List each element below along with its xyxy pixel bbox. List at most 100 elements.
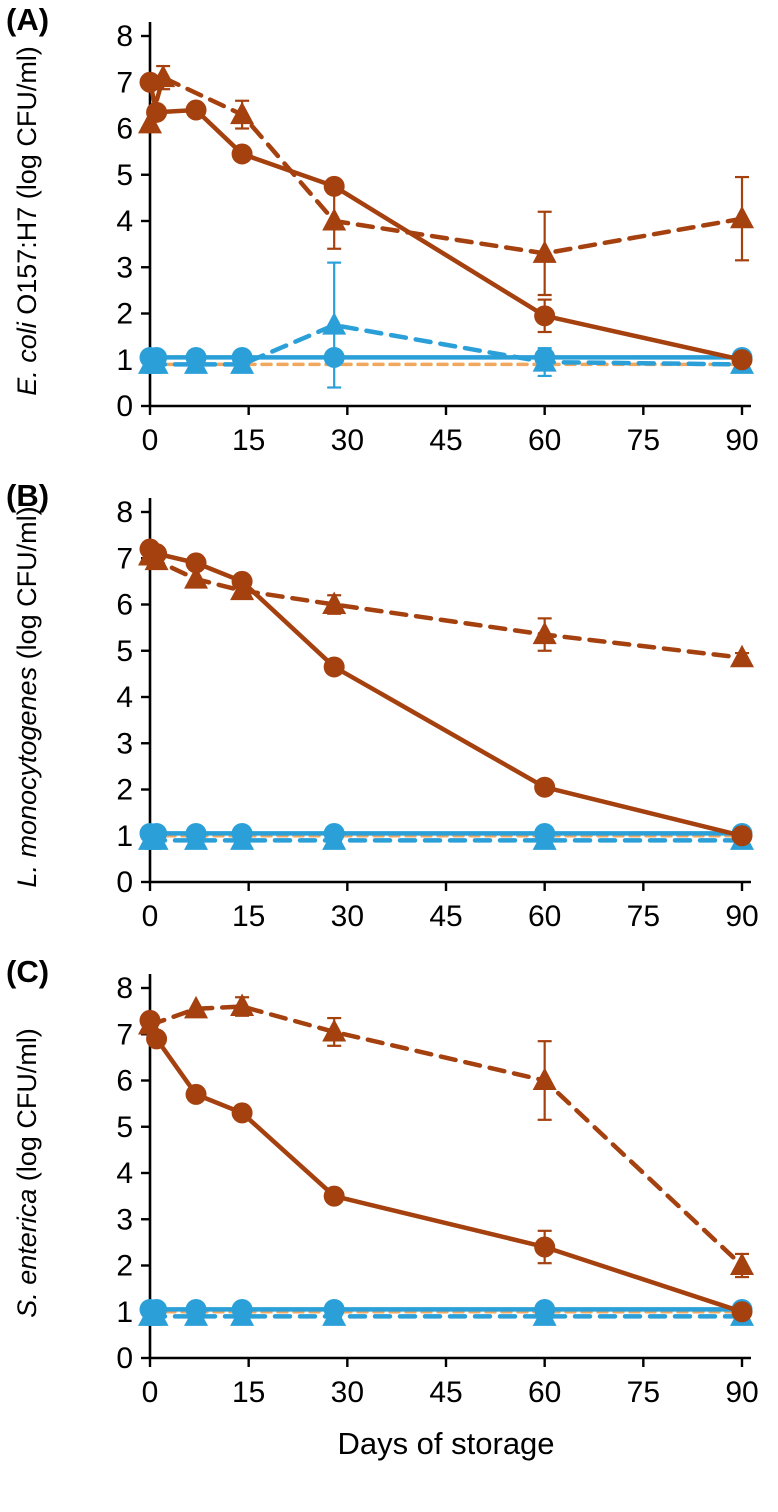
x-tick-label: 45: [429, 1376, 462, 1409]
marker-circle-blue-circles-solid: [323, 346, 345, 368]
y-tick-label: 4: [116, 1157, 133, 1190]
marker-triangle-red-triangles-dashed: [730, 644, 754, 668]
marker-circle-blue-circles-solid: [231, 346, 253, 368]
marker-triangle-red-triangles-dashed: [322, 591, 347, 614]
y-tick-label: 3: [116, 251, 133, 284]
x-tick-label: 45: [429, 900, 462, 933]
marker-circle-blue-circles-solid: [185, 346, 207, 368]
panel-label-c: (C): [6, 954, 50, 989]
marker-circle-blue-circles-solid: [146, 346, 168, 368]
marker-circle-blue-circles-solid: [534, 346, 556, 368]
x-tick-label: 75: [627, 424, 660, 457]
series-line-red-triangles-dashed: [147, 1004, 745, 1268]
marker-circle-red-circles-solid: [139, 71, 161, 93]
y-axis-label: E. coli O157:H7 (log CFU/ml): [12, 46, 42, 396]
y-tick-label: 0: [116, 1342, 133, 1375]
marker-triangle-blue-triangles-dashed: [322, 312, 347, 335]
marker-triangle-red-triangles-dashed: [730, 1252, 754, 1275]
marker-triangle-red-triangles-dashed: [322, 1018, 347, 1042]
x-tick-label: 75: [627, 900, 660, 933]
x-tick-label: 0: [142, 1376, 159, 1409]
marker-circle-blue-circles-solid: [231, 822, 253, 844]
marker-triangle-red-triangles-dashed: [138, 110, 162, 134]
marker-circle-red-circles-solid: [534, 1236, 556, 1258]
y-tick-label: 6: [116, 1065, 133, 1098]
y-tick-label: 5: [116, 635, 133, 668]
y-axis-label-rest: O157:H7 (log CFU/ml): [12, 46, 42, 322]
y-tick-label: 6: [116, 113, 133, 146]
marker-circle-red-circles-solid: [185, 1083, 207, 1105]
y-tick-label: 3: [116, 1203, 133, 1236]
y-axis-label-species: S. enterica: [12, 1189, 42, 1318]
marker-circle-blue-circles-solid: [231, 1298, 253, 1320]
marker-triangle-red-triangles-dashed: [230, 993, 255, 1016]
marker-circle-blue-circles-solid: [323, 1298, 345, 1320]
x-tick-label: 90: [725, 424, 758, 457]
marker-circle-red-circles-solid: [534, 305, 556, 327]
figure-bacterial-survival: (A) 0 1 2 3 4 5 6 7 8 0 15 30 45 60 75 90 E. coli O157:H…: [0, 2, 778, 1472]
marker-circle-red-circles-solid: [185, 99, 207, 121]
y-tick-label: 8: [116, 972, 133, 1005]
marker-circle-blue-circles-solid: [146, 822, 168, 844]
y-tick-label: 5: [116, 159, 133, 192]
marker-triangle-red-triangles-dashed: [322, 208, 347, 231]
marker-triangle-red-triangles-dashed: [184, 566, 209, 589]
y-tick-label: 6: [116, 589, 133, 622]
y-tick-label: 4: [116, 205, 133, 238]
marker-circle-blue-circles-solid: [185, 1298, 207, 1320]
x-tick-label: 60: [528, 1376, 561, 1409]
x-tick-label: 15: [232, 424, 265, 457]
y-tick-label: 1: [116, 344, 133, 377]
x-tick-label: 15: [232, 900, 265, 933]
marker-circle-red-circles-solid: [231, 1102, 253, 1124]
marker-circle-red-circles-solid: [185, 552, 207, 574]
x-tick-label: 30: [331, 1376, 364, 1409]
y-tick-label: 7: [116, 66, 133, 99]
marker-circle-blue-circles-solid: [185, 822, 207, 844]
y-tick-label: 0: [116, 866, 133, 899]
marker-triangle-red-triangles-dashed: [532, 240, 557, 263]
x-tick-label: 45: [429, 424, 462, 457]
x-tick-label: 30: [331, 900, 364, 933]
panel-label-a: (A): [6, 2, 50, 37]
y-tick-label: 4: [116, 681, 133, 714]
series-line-red-circles-solid: [147, 1018, 745, 1315]
marker-circle-red-circles-solid: [139, 1009, 161, 1031]
series-line-red-triangles-dashed: [147, 74, 745, 256]
marker-circle-red-circles-solid: [323, 1185, 345, 1207]
x-tick-label: 75: [627, 1376, 660, 1409]
y-tick-label: 0: [116, 390, 133, 423]
marker-circle-red-circles-solid: [731, 825, 753, 847]
marker-triangle-red-triangles-dashed: [532, 621, 557, 645]
x-tick-label: 30: [331, 424, 364, 457]
marker-circle-red-circles-solid: [231, 570, 253, 592]
marker-circle-blue-circles-solid: [534, 822, 556, 844]
marker-circle-red-circles-solid: [146, 101, 168, 123]
x-tick-label: 90: [725, 1376, 758, 1409]
marker-circle-red-circles-solid: [731, 349, 753, 371]
marker-circle-red-circles-solid: [146, 543, 168, 565]
marker-circle-red-circles-solid: [323, 656, 345, 678]
x-tick-label: 15: [232, 1376, 265, 1409]
x-tick-label: 60: [528, 900, 561, 933]
marker-circle-red-circles-solid: [731, 1301, 753, 1323]
y-tick-label: 2: [116, 1250, 133, 1283]
y-tick-label: 3: [116, 727, 133, 760]
marker-circle-red-circles-solid: [323, 175, 345, 197]
panel-b: (B) 0 1 2 3 4 5 6 7 8 0 15 30 45 60 75 90 L. monocytogen…: [0, 480, 778, 942]
marker-triangle-red-triangles-dashed: [730, 205, 754, 229]
x-tick-label: 0: [142, 424, 159, 457]
marker-circle-red-circles-solid: [534, 776, 556, 798]
y-tick-label: 7: [116, 542, 133, 575]
panel-c: (C) 0 1 2 3 4 5 6 7 8 0 15 30 45 60 75 90 S. enterica (l…: [0, 956, 778, 1472]
y-axis-label-rest: (log CFU/ml): [12, 1028, 42, 1189]
marker-circle-blue-circles-solid: [323, 822, 345, 844]
x-tick-label: 0: [142, 900, 159, 933]
x-axis-title: Days of storage: [337, 1426, 554, 1461]
y-axis-label-rest: (log CFU/ml): [12, 506, 42, 667]
marker-circle-red-circles-solid: [231, 143, 253, 165]
y-tick-label: 2: [116, 774, 133, 807]
y-tick-label: 8: [116, 20, 133, 53]
